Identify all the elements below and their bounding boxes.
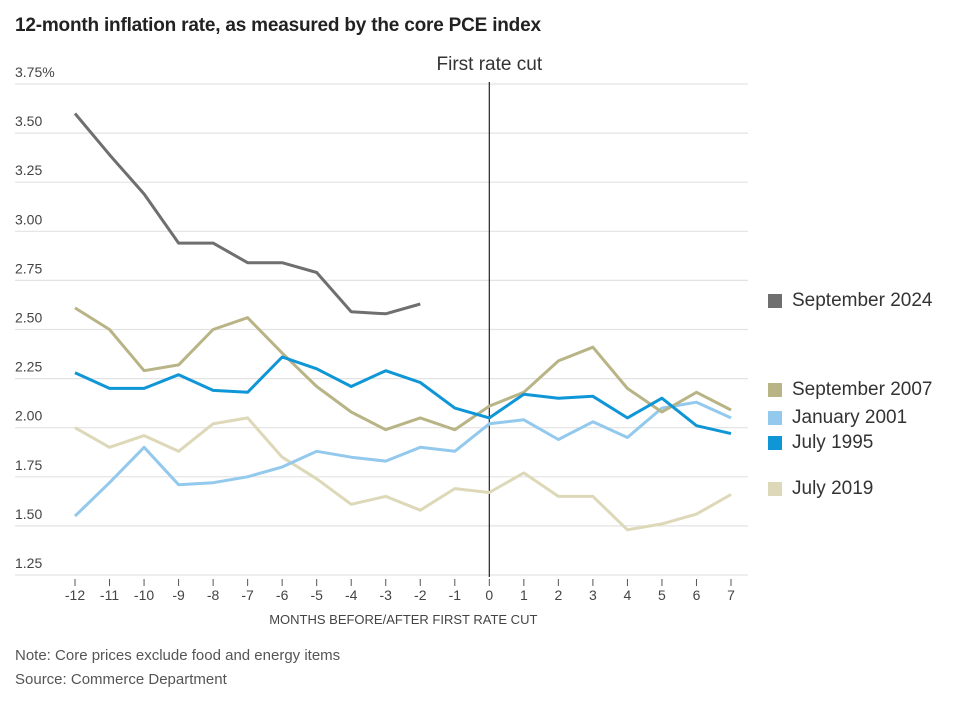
legend-item: September 2024 bbox=[768, 290, 933, 312]
legend-swatch bbox=[768, 436, 782, 450]
legend-item: September 2007 bbox=[768, 379, 933, 401]
legend-item: January 2001 bbox=[768, 407, 907, 429]
y-tick-label: 1.75 bbox=[15, 457, 42, 473]
x-tick-label: -4 bbox=[345, 587, 358, 603]
legend-item: July 2019 bbox=[768, 478, 873, 500]
series-line-january-2001 bbox=[73, 400, 732, 518]
y-tick-label: 3.75% bbox=[15, 64, 55, 80]
x-tick-label: -6 bbox=[276, 587, 289, 603]
legend-swatch bbox=[768, 482, 782, 496]
y-tick-label: 2.25 bbox=[15, 359, 42, 375]
legend-item: July 1995 bbox=[768, 432, 873, 454]
x-tick-label: -11 bbox=[100, 587, 119, 603]
y-tick-label: 2.00 bbox=[15, 408, 42, 424]
x-tick-label: -9 bbox=[172, 587, 185, 603]
y-tick-label: 2.75 bbox=[15, 260, 42, 276]
x-tick-label: -1 bbox=[449, 587, 462, 603]
x-tick-label: -3 bbox=[380, 587, 393, 603]
y-tick-label: 2.50 bbox=[15, 310, 42, 326]
rate-cut-label: First rate cut bbox=[437, 54, 543, 75]
legend-label: July 1995 bbox=[792, 432, 874, 453]
series-line-july-2019 bbox=[74, 416, 732, 532]
x-tick-label: 7 bbox=[727, 587, 735, 603]
x-tick-label: -8 bbox=[207, 587, 220, 603]
x-axis-ticks: -12 -11 -10 -9 -8 -7 -6 -5 -4 -3 -2 -1 0 1 2 3 4 5 6 7 bbox=[65, 579, 735, 603]
legend-swatch bbox=[768, 411, 782, 425]
x-tick-label: -5 bbox=[310, 587, 323, 603]
series-lines bbox=[73, 112, 732, 532]
chart-source: Source: Commerce Department bbox=[15, 671, 227, 688]
x-axis-label: MONTHS BEFORE/AFTER FIRST RATE CUT bbox=[269, 612, 537, 627]
legend-label: July 2019 bbox=[792, 478, 874, 499]
legend-swatch bbox=[768, 294, 782, 308]
first-rate-cut-marker: First rate cut bbox=[437, 54, 543, 577]
chart-title: 12-month inflation rate, as measured by … bbox=[15, 15, 541, 36]
x-tick-label: -12 bbox=[65, 587, 85, 603]
x-tick-label: 0 bbox=[485, 587, 493, 603]
x-tick-label: -2 bbox=[414, 587, 427, 603]
y-tick-label: 3.25 bbox=[15, 162, 42, 178]
y-tick-label: 1.25 bbox=[15, 555, 42, 571]
x-tick-label: 5 bbox=[658, 587, 666, 603]
x-tick-label: 6 bbox=[693, 587, 701, 603]
y-axis-ticks: 1.25 1.50 1.75 2.00 2.25 2.50 2.75 3.00 3.25 3.50… bbox=[15, 64, 55, 571]
legend-label: September 2007 bbox=[792, 379, 933, 400]
gridlines bbox=[15, 83, 748, 576]
y-tick-label: 3.50 bbox=[15, 113, 42, 129]
x-tick-label: -10 bbox=[134, 587, 154, 603]
legend-label: January 2001 bbox=[792, 407, 908, 428]
chart-note: Note: Core prices exclude food and energ… bbox=[15, 647, 341, 664]
x-tick-label: 4 bbox=[624, 587, 632, 603]
x-tick-label: 2 bbox=[554, 587, 562, 603]
y-tick-label: 3.00 bbox=[15, 211, 42, 227]
series-line-july-1995 bbox=[74, 355, 732, 436]
legend-swatch bbox=[768, 383, 782, 397]
series-line-september-2007 bbox=[74, 306, 732, 432]
y-tick-label: 1.50 bbox=[15, 506, 42, 522]
series-line-september-2024 bbox=[73, 112, 421, 316]
x-tick-label: 1 bbox=[520, 587, 528, 603]
legend-label: September 2024 bbox=[792, 290, 933, 311]
x-tick-label: -7 bbox=[241, 587, 254, 603]
x-tick-label: 3 bbox=[589, 587, 597, 603]
